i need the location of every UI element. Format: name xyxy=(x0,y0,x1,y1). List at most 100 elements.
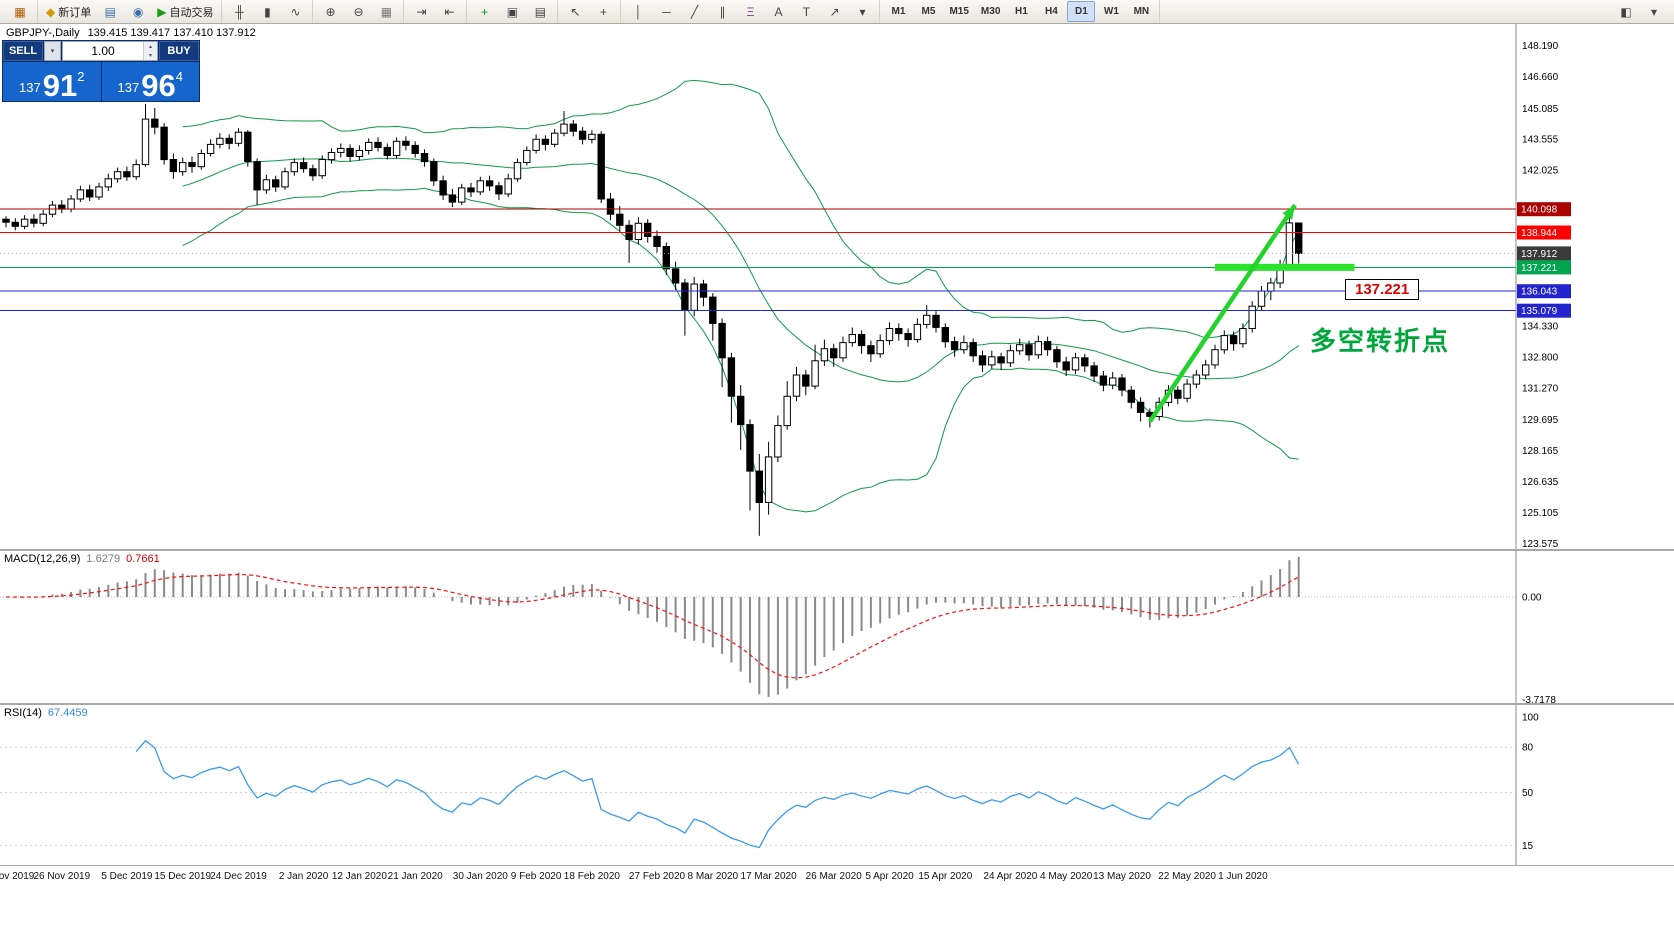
trendline-button[interactable]: ╱ xyxy=(681,1,707,22)
candle-body xyxy=(337,147,345,153)
volume-up-button[interactable]: ▴ xyxy=(144,42,157,51)
horizontal-line-button-icon: ─ xyxy=(662,4,671,19)
candlestick-chart-button[interactable]: ▮ xyxy=(254,1,280,22)
candle-body xyxy=(355,149,364,158)
volume-down-button[interactable]: ▾ xyxy=(144,51,157,60)
equidistant-channel-button-icon: ∥ xyxy=(719,4,726,19)
sell-price-prefix: 137 xyxy=(19,80,41,95)
zoom-in-button[interactable]: ⊕ xyxy=(317,1,343,22)
timeframe-d1[interactable]: D1 xyxy=(1067,1,1096,22)
candle-body xyxy=(58,204,66,210)
candle-body xyxy=(1090,365,1098,377)
profiles-button[interactable]: ◉ xyxy=(125,1,151,22)
price-axis[interactable]: 148.190 146.660 145.085 143.555 142.025 134.3… xyxy=(1515,24,1571,549)
candle-body xyxy=(485,180,494,187)
trend-arrow-object[interactable] xyxy=(1148,203,1297,423)
symbol-period-label: GBPJPY-,Daily xyxy=(6,27,80,39)
panel-separator[interactable] xyxy=(0,549,1674,551)
crosshair-button[interactable]: + xyxy=(590,1,616,22)
text-button[interactable]: A xyxy=(765,1,791,22)
candle-body xyxy=(662,246,670,270)
horizontal-line-button[interactable]: ─ xyxy=(653,1,679,22)
rsi-panel[interactable]: RSI(14) 67.4459 100 80 50 15 xyxy=(0,705,1674,865)
line-chart-button[interactable]: ∿ xyxy=(282,1,308,22)
rsi-axis[interactable]: 100 80 50 15 xyxy=(1515,705,1539,865)
timeframe-m1[interactable]: M1 xyxy=(884,1,912,22)
new-order-button[interactable]: ◆ 新订单 xyxy=(42,1,95,22)
candle-body xyxy=(616,213,624,226)
chart-windows-button[interactable]: ▤ xyxy=(97,1,123,22)
candle-body xyxy=(830,348,838,359)
options-dropdown[interactable]: ▾ xyxy=(1641,1,1667,22)
candle-body xyxy=(1229,335,1238,345)
candle-body xyxy=(811,360,819,387)
timeframe-h1[interactable]: H1 xyxy=(1007,1,1035,22)
candle-body xyxy=(634,222,643,241)
buy-price-display[interactable]: 137 96 4 xyxy=(101,62,199,101)
main-chart-panel[interactable]: GBPJPY-,Daily 139.415 139.417 137.410 137… xyxy=(0,24,1674,549)
candle-body xyxy=(969,342,977,357)
autoscroll-button[interactable]: ⇥ xyxy=(408,1,434,22)
volume-input[interactable] xyxy=(63,42,143,60)
templates-button[interactable]: ▤ xyxy=(527,1,553,22)
autotrading-button-label: 自动交易 xyxy=(169,6,214,19)
timeframe-m5[interactable]: M5 xyxy=(914,1,942,22)
candle-body xyxy=(681,282,689,311)
timeframe-m15[interactable]: M15 xyxy=(944,1,973,22)
new-chart-button[interactable]: ▦ xyxy=(7,1,33,22)
timeframe-w1[interactable]: W1 xyxy=(1097,1,1125,22)
macd-axis[interactable]: 1.8824 0.00 -3.7178 xyxy=(1515,551,1556,703)
timeframe-mn[interactable]: MN xyxy=(1127,1,1155,22)
price-callout-137221[interactable]: 137.221 xyxy=(1345,279,1420,300)
turning-point-note[interactable]: 多空转折点 xyxy=(1310,327,1451,357)
toolbars-button[interactable]: ◧ xyxy=(1613,1,1639,22)
cursor-button[interactable]: ↖ xyxy=(562,1,588,22)
chart-shift-button[interactable]: ⇤ xyxy=(436,1,462,22)
arrows-button[interactable]: ↗ xyxy=(821,1,847,22)
zoom-out-button[interactable]: ⊖ xyxy=(345,1,371,22)
vertical-line-button[interactable]: │ xyxy=(625,1,651,22)
macd-canvas[interactable]: 1.8824 0.00 -3.7178 xyxy=(0,551,1674,703)
candle-body xyxy=(746,424,754,472)
candle-body xyxy=(86,189,94,198)
rsi-canvas[interactable]: 100 80 50 15 xyxy=(0,705,1674,865)
sell-price-display[interactable]: 137 91 2 xyxy=(3,62,101,101)
rsi-tick: 15 xyxy=(1522,841,1534,852)
new-chart-button-icon: ▦ xyxy=(14,4,26,19)
toolbar-group-pointer: ↖ + xyxy=(558,0,622,23)
bar-chart-button[interactable]: ╫ xyxy=(226,1,252,22)
shapes-dropdown[interactable]: ▾ xyxy=(849,1,875,22)
candle-body xyxy=(374,141,382,149)
volume-spinner: ▴ ▾ xyxy=(143,42,157,60)
volume-dropdown-button[interactable]: ▾ xyxy=(44,41,61,61)
candle-body xyxy=(216,137,224,145)
indicators-button[interactable]: + xyxy=(471,1,497,22)
rsi-value: 67.4459 xyxy=(47,707,88,719)
timeframe-m30[interactable]: M30 xyxy=(976,1,1005,22)
candle-body xyxy=(1109,377,1117,386)
macd-panel[interactable]: MACD(12,26,9) 1.6279 0.7661 1.8824 0.00 -3.7… xyxy=(0,551,1674,703)
timeframe-h4-label: H4 xyxy=(1044,6,1058,17)
candle-body xyxy=(160,126,168,161)
buy-button[interactable]: BUY xyxy=(159,41,199,61)
objects-list-button[interactable]: ▣ xyxy=(499,1,525,22)
trade-prices-row: 137 91 2 137 96 4 xyxy=(3,62,199,101)
main-chart-canvas[interactable]: 148.190 146.660 145.085 143.555 142.025 134.3… xyxy=(0,24,1674,549)
candle-body xyxy=(569,123,577,132)
grid-button[interactable]: ▦ xyxy=(373,1,399,22)
annotation-objects[interactable] xyxy=(1148,203,1355,423)
timeframe-h4[interactable]: H4 xyxy=(1037,1,1065,22)
equidistant-channel-button[interactable]: ∥ xyxy=(709,1,735,22)
autotrading-button[interactable]: ▶ 自动交易 xyxy=(153,1,217,22)
price-tick: 123.575 xyxy=(1522,539,1559,549)
candle-body xyxy=(867,345,875,355)
text-label-button[interactable]: T xyxy=(793,1,819,22)
options-dropdown-icon: ▾ xyxy=(1650,4,1658,19)
candle-body xyxy=(179,162,187,173)
fibonacci-button[interactable]: Ξ xyxy=(737,1,763,22)
candle-body xyxy=(234,131,243,144)
candle-body xyxy=(1267,282,1275,292)
panel-separator[interactable] xyxy=(0,703,1674,705)
sell-button[interactable]: SELL xyxy=(3,41,43,61)
